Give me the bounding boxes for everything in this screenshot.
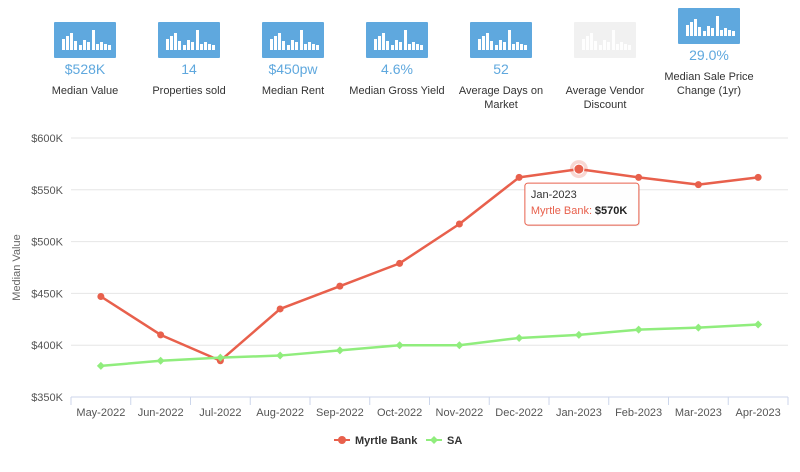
stat-value: $528K: [64, 61, 106, 77]
stat-value: 4.6%: [381, 61, 413, 77]
stat-properties-sold: 14 Properties sold: [134, 8, 244, 98]
stat-value: 29.0%: [689, 47, 729, 63]
legend-item-sa[interactable]: SA: [426, 435, 462, 447]
data-point[interactable]: [455, 341, 464, 350]
x-tick-label: Aug-2022: [256, 407, 304, 419]
series-line[interactable]: [100, 323, 759, 368]
stat-median-sale-price-change: 29.0% Median Sale Price Change (1yr): [654, 8, 764, 98]
data-point[interactable]: [694, 181, 702, 189]
legend[interactable]: Myrtle Bank SA: [334, 435, 462, 447]
mini-bar-chart-icon[interactable]: [54, 22, 116, 58]
data-point[interactable]: [455, 220, 463, 228]
data-point[interactable]: [754, 173, 762, 181]
stat-label: Median Sale Price Change (1yr): [664, 71, 754, 97]
data-point[interactable]: [515, 333, 524, 342]
stat-label: Median Rent: [261, 85, 325, 97]
x-axis-ticks: May-2022 Jun-2022 Jul-2022 Aug-2022 Sep-2022…: [76, 407, 780, 419]
legend-label: Myrtle Bank: [355, 435, 418, 447]
data-point[interactable]: [395, 341, 404, 350]
x-tick-label: May-2022: [76, 407, 125, 419]
median-value-chart: Median Value $350K $400K $450K $500K $550K $6…: [11, 133, 789, 447]
tooltip-series: Myrtle Bank:: [531, 205, 592, 217]
stat-label: Median Value: [51, 85, 119, 97]
mini-bar-chart-icon[interactable]: [158, 22, 220, 58]
data-point[interactable]: [515, 173, 523, 181]
stat-value: [550, 61, 660, 77]
y-tick-label: $600K: [31, 133, 63, 145]
series-sa[interactable]: [96, 320, 763, 370]
stat-label: Average Vendor Discount: [565, 85, 645, 111]
y-tick-label: $400K: [31, 340, 63, 352]
x-tick-label: Dec-2022: [495, 407, 543, 419]
x-tick-label: Nov-2022: [436, 407, 484, 419]
mini-bar-chart-icon: [574, 22, 636, 58]
mini-bar-chart-icon[interactable]: [366, 22, 428, 58]
x-tick-label: Jan-2023: [556, 407, 602, 419]
data-point[interactable]: [634, 325, 643, 334]
legend-marker: [430, 436, 438, 444]
data-point[interactable]: [276, 305, 284, 313]
legend-marker: [338, 436, 346, 444]
stat-value: $450pw: [268, 61, 318, 77]
tooltip-value: $570K: [595, 205, 627, 217]
data-point[interactable]: [336, 282, 344, 290]
data-point[interactable]: [635, 173, 643, 181]
y-tick-label: $550K: [31, 185, 63, 197]
tooltip-box: [524, 182, 640, 226]
data-point[interactable]: [97, 293, 105, 301]
data-point[interactable]: [156, 356, 165, 365]
stat-median-value: $528K Median Value: [30, 8, 140, 98]
data-point[interactable]: [276, 351, 285, 360]
series-myrtle-bank[interactable]: [97, 165, 762, 365]
stat-average-days-on-market: 52 Average Days on Market: [446, 8, 556, 112]
grid-lines: [70, 137, 789, 405]
data-point[interactable]: [574, 330, 583, 339]
legend-item-myrtle-bank[interactable]: Myrtle Bank: [334, 435, 418, 447]
stat-average-vendor-discount: Average Vendor Discount: [550, 8, 660, 112]
series-lines: [96, 165, 763, 370]
series-line[interactable]: [100, 167, 759, 362]
x-tick-label: Jul-2022: [199, 407, 241, 419]
stat-median-rent: $450pw Median Rent: [238, 8, 348, 98]
stat-value: 14: [181, 61, 197, 77]
data-point[interactable]: [754, 320, 763, 329]
data-point[interactable]: [157, 331, 165, 339]
stat-label: Average Days on Market: [458, 85, 544, 111]
stats-bar: $528K Median Value 14 Properties sold $4…: [0, 0, 800, 120]
y-tick-label: $450K: [31, 288, 63, 300]
y-axis-ticks: $350K $400K $450K $500K $550K $600K: [31, 133, 63, 404]
x-tick-label: Sep-2022: [316, 407, 364, 419]
data-point[interactable]: [396, 259, 404, 267]
stat-median-gross-yield: 4.6% Median Gross Yield: [342, 8, 452, 98]
data-point[interactable]: [96, 361, 105, 370]
x-tick-label: Jun-2022: [138, 407, 184, 419]
y-tick-label: $500K: [31, 237, 63, 249]
x-tick-label: Feb-2023: [615, 407, 662, 419]
x-tick-label: Oct-2022: [377, 407, 422, 419]
y-tick-label: $350K: [31, 392, 63, 404]
data-point[interactable]: [216, 353, 225, 362]
mini-bar-chart-icon[interactable]: [470, 22, 532, 58]
stat-label: Median Gross Yield: [349, 85, 445, 97]
data-point[interactable]: [335, 346, 344, 355]
mini-bar-chart-icon[interactable]: [678, 8, 740, 44]
stat-label: Properties sold: [152, 85, 226, 97]
x-tick-label: Apr-2023: [735, 407, 780, 419]
tooltip: Jan-2023 Myrtle Bank: $570K: [524, 160, 640, 227]
legend-label: SA: [447, 435, 462, 447]
mini-bar-chart-icon[interactable]: [262, 22, 324, 58]
y-axis-title: Median Value: [11, 234, 23, 300]
x-tick-label: Mar-2023: [675, 407, 722, 419]
data-point[interactable]: [694, 323, 703, 332]
tooltip-title: Jan-2023: [531, 189, 577, 201]
stat-value: 52: [493, 61, 509, 77]
hover-point[interactable]: [573, 163, 585, 175]
